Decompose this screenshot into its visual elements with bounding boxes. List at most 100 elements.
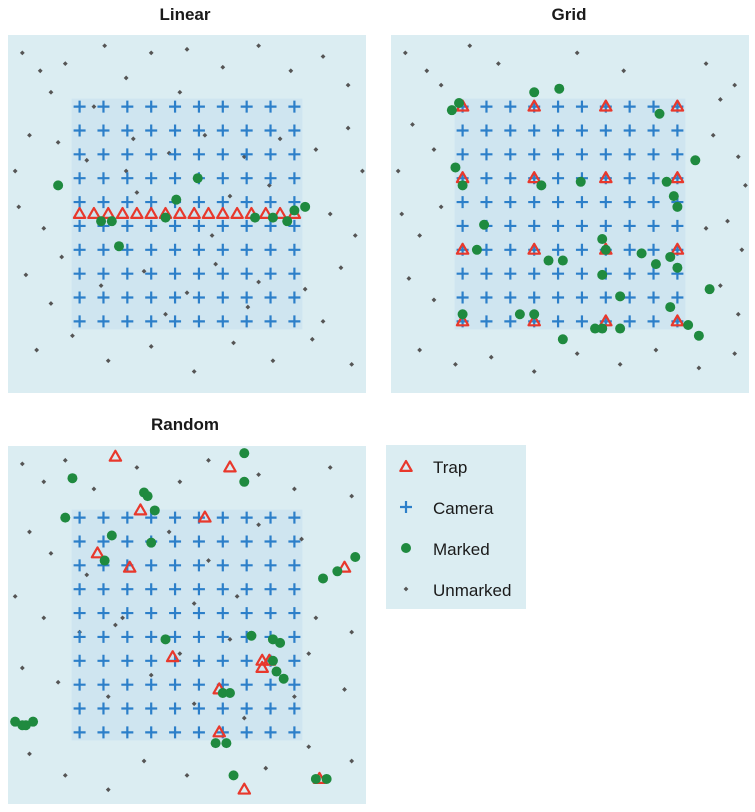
unmarked-point: [70, 333, 75, 339]
unmarked-point: [717, 283, 723, 288]
camera-point: [169, 124, 182, 137]
camera-point: [73, 654, 86, 667]
camera-point: [97, 535, 110, 548]
camera-point: [145, 267, 158, 280]
camera-point: [121, 291, 134, 304]
marked-point: [289, 205, 300, 216]
camera-point: [552, 196, 565, 209]
camera-point: [73, 726, 86, 739]
marked-point: [665, 251, 676, 262]
camera-point: [288, 607, 301, 620]
camera-point: [480, 124, 493, 137]
unmarked-point: [62, 457, 68, 463]
unmarked-point: [19, 665, 25, 671]
unmarked-point: [431, 147, 437, 152]
camera-point: [169, 148, 182, 161]
camera-point: [145, 219, 158, 232]
camera-point: [240, 219, 253, 232]
camera-point: [121, 726, 134, 739]
camera-point: [240, 148, 253, 161]
camera-point: [623, 219, 636, 232]
camera-point: [73, 559, 86, 572]
camera-point: [288, 172, 301, 185]
camera-point: [647, 243, 660, 256]
unmarked-point: [19, 50, 25, 56]
camera-point: [192, 630, 205, 643]
unmarked-point: [309, 336, 315, 342]
unmarked-point: [725, 218, 730, 224]
trap-point: [255, 653, 269, 666]
camera-point: [169, 100, 182, 113]
marked-point: [615, 291, 626, 302]
camera-point: [552, 100, 565, 113]
unmarked-point: [41, 225, 47, 231]
camera-point: [288, 243, 301, 256]
trap-point: [237, 782, 252, 795]
legend-trap-symbol: [399, 459, 413, 472]
unmarked-point: [231, 340, 236, 346]
camera-point: [121, 267, 134, 280]
unmarked-point: [438, 82, 444, 88]
camera-point: [504, 148, 517, 161]
camera-point: [121, 511, 134, 524]
unmarked-point: [220, 64, 226, 70]
marked-point: [554, 83, 565, 94]
trap-point: [144, 206, 158, 219]
camera-point: [216, 654, 229, 667]
camera-point: [73, 124, 86, 137]
camera-point: [623, 172, 636, 185]
camera-point: [575, 100, 588, 113]
camera-point: [647, 315, 660, 328]
camera-point: [73, 243, 86, 256]
trap-point: [527, 314, 542, 327]
unmarked-point: [166, 529, 172, 535]
marked-point: [650, 259, 661, 270]
camera-point: [192, 535, 205, 548]
unmarked-point: [288, 68, 294, 74]
trap-point: [173, 206, 187, 219]
unmarked-point: [184, 772, 190, 778]
camera-point: [240, 678, 253, 691]
trap-point: [598, 171, 613, 184]
marked-point: [457, 309, 468, 320]
unmarked-point: [16, 204, 22, 210]
camera-point: [623, 243, 636, 256]
camera-point: [288, 291, 301, 304]
camera-point: [169, 726, 182, 739]
unmarked-point: [177, 479, 183, 485]
trap-point: [527, 171, 542, 184]
camera-point: [216, 559, 229, 572]
camera-point: [240, 607, 253, 620]
marked-point: [217, 688, 228, 699]
camera-point: [216, 172, 229, 185]
unmarked-point: [410, 122, 415, 127]
marked-point: [479, 219, 490, 230]
camera-point: [121, 100, 134, 113]
camera-point: [240, 243, 253, 256]
camera-point: [480, 315, 493, 328]
unmarked-point: [299, 536, 304, 542]
camera-point: [552, 291, 565, 304]
unmarked-point: [256, 43, 261, 49]
camera-point: [575, 196, 588, 209]
camera-point: [264, 315, 277, 328]
camera-point: [121, 607, 134, 620]
marked-point: [654, 108, 665, 119]
camera-point: [192, 583, 205, 596]
camera-point: [97, 315, 110, 328]
camera-point: [169, 630, 182, 643]
camera-point: [264, 291, 277, 304]
camera-point: [169, 559, 182, 572]
camera-point: [240, 535, 253, 548]
unmarked-point: [245, 304, 251, 310]
unmarked-point: [227, 193, 233, 199]
camera-point: [73, 196, 86, 209]
trap-point: [130, 206, 144, 219]
unmarked-point: [206, 457, 211, 463]
unmarked-point: [177, 651, 183, 657]
unmarked-point: [424, 68, 430, 74]
marked-point: [615, 323, 626, 334]
camera-point: [552, 267, 565, 280]
trap-point: [72, 206, 87, 219]
